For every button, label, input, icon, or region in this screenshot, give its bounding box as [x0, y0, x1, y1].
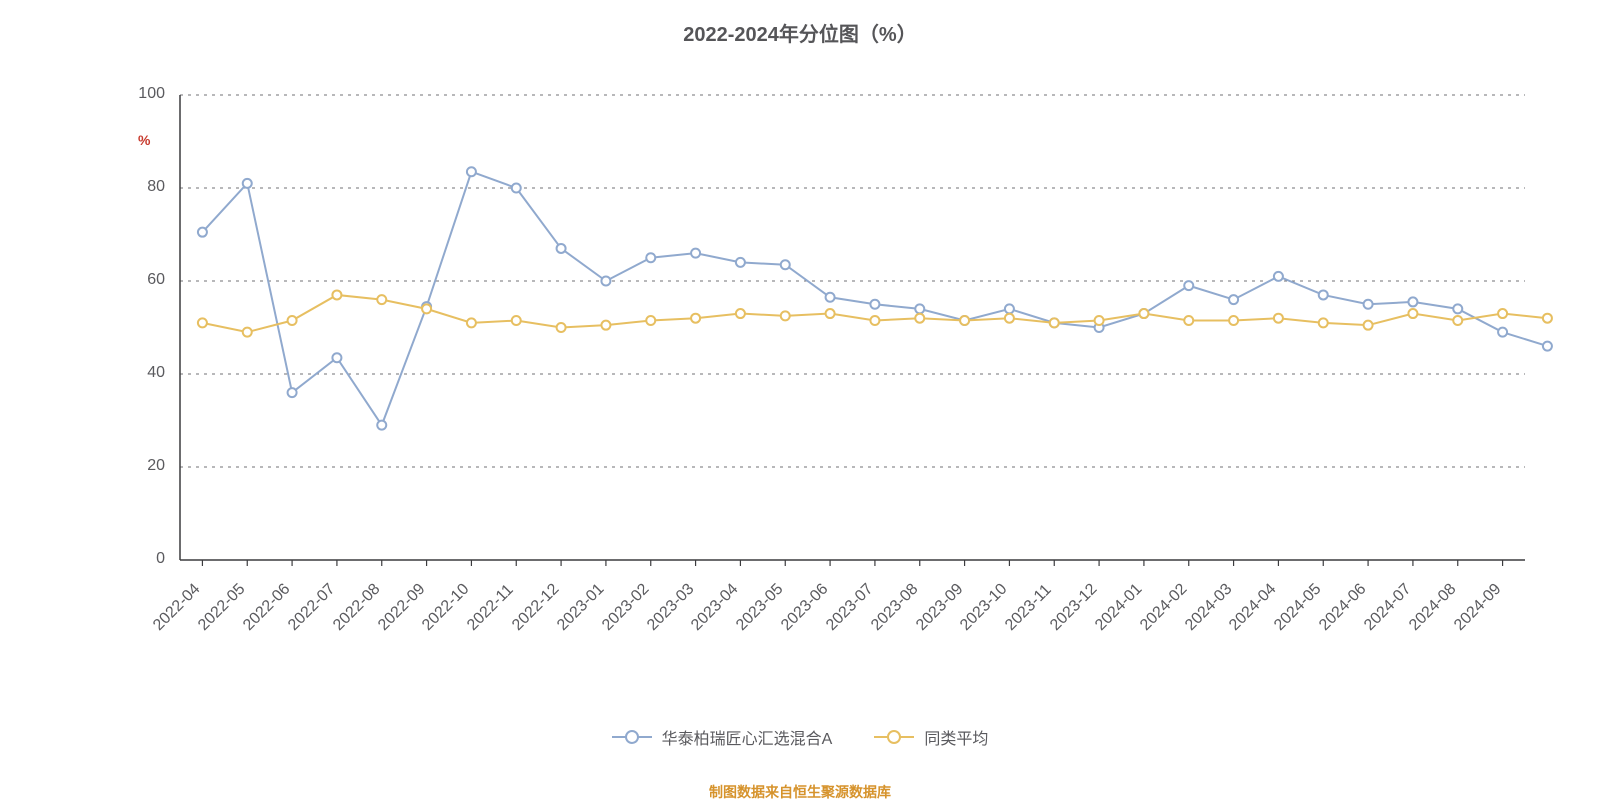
- series-marker: [601, 277, 610, 286]
- legend-label: 华泰柏瑞匠心汇选混合A: [662, 725, 833, 749]
- series-marker: [960, 316, 969, 325]
- series-marker: [1229, 316, 1238, 325]
- series-marker: [1498, 328, 1507, 337]
- series-marker: [377, 421, 386, 430]
- y-tick-label: 20: [125, 457, 165, 475]
- series-marker: [691, 314, 700, 323]
- series-marker: [332, 353, 341, 362]
- series-marker: [1095, 316, 1104, 325]
- series-marker: [1005, 304, 1014, 313]
- series-marker: [332, 290, 341, 299]
- y-tick-label: 80: [125, 178, 165, 196]
- series-marker: [1274, 272, 1283, 281]
- series-marker: [1184, 316, 1193, 325]
- percentile-chart: 2022-2024年分位图（%） % 020406080100 2022-042…: [0, 0, 1600, 800]
- series-marker: [781, 311, 790, 320]
- series-marker: [1184, 281, 1193, 290]
- series-marker: [1364, 321, 1373, 330]
- series-marker: [915, 304, 924, 313]
- series-marker: [1453, 304, 1462, 313]
- chart-svg: [0, 0, 1600, 800]
- series-marker: [870, 300, 879, 309]
- series-marker: [243, 179, 252, 188]
- series-marker: [826, 309, 835, 318]
- series-marker: [288, 316, 297, 325]
- series-marker: [736, 309, 745, 318]
- series-marker: [557, 244, 566, 253]
- series-marker: [243, 328, 252, 337]
- series-marker: [1408, 309, 1417, 318]
- series-marker: [1453, 316, 1462, 325]
- series-marker: [915, 314, 924, 323]
- series-marker: [781, 260, 790, 269]
- series-marker: [198, 228, 207, 237]
- series-marker: [1543, 314, 1552, 323]
- chart-legend: 华泰柏瑞匠心汇选混合A 同类平均: [0, 725, 1600, 749]
- series-marker: [1543, 342, 1552, 351]
- legend-swatch: [612, 730, 652, 744]
- series-marker: [512, 184, 521, 193]
- series-marker: [870, 316, 879, 325]
- series-marker: [198, 318, 207, 327]
- series-marker: [557, 323, 566, 332]
- y-tick-label: 60: [125, 271, 165, 289]
- series-marker: [1005, 314, 1014, 323]
- legend-item: 同类平均: [874, 725, 988, 749]
- series-marker: [826, 293, 835, 302]
- series-marker: [646, 253, 655, 262]
- legend-label: 同类平均: [924, 725, 988, 749]
- series-marker: [601, 321, 610, 330]
- series-marker: [377, 295, 386, 304]
- series-marker: [646, 316, 655, 325]
- series-marker: [422, 304, 431, 313]
- series-marker: [1498, 309, 1507, 318]
- series-marker: [1319, 318, 1328, 327]
- series-marker: [1229, 295, 1238, 304]
- y-tick-label: 40: [125, 364, 165, 382]
- series-marker: [1050, 318, 1059, 327]
- y-tick-label: 0: [125, 550, 165, 568]
- series-marker: [1139, 309, 1148, 318]
- series-marker: [1408, 297, 1417, 306]
- series-marker: [512, 316, 521, 325]
- chart-footer: 制图数据来自恒生聚源数据库: [0, 782, 1600, 800]
- legend-item: 华泰柏瑞匠心汇选混合A: [612, 725, 833, 749]
- y-tick-label: 100: [125, 85, 165, 103]
- series-line: [202, 172, 1547, 425]
- legend-swatch: [874, 730, 914, 744]
- series-marker: [1274, 314, 1283, 323]
- series-marker: [1364, 300, 1373, 309]
- series-marker: [467, 318, 476, 327]
- series-marker: [1319, 290, 1328, 299]
- series-marker: [691, 249, 700, 258]
- series-marker: [736, 258, 745, 267]
- series-marker: [467, 167, 476, 176]
- series-marker: [288, 388, 297, 397]
